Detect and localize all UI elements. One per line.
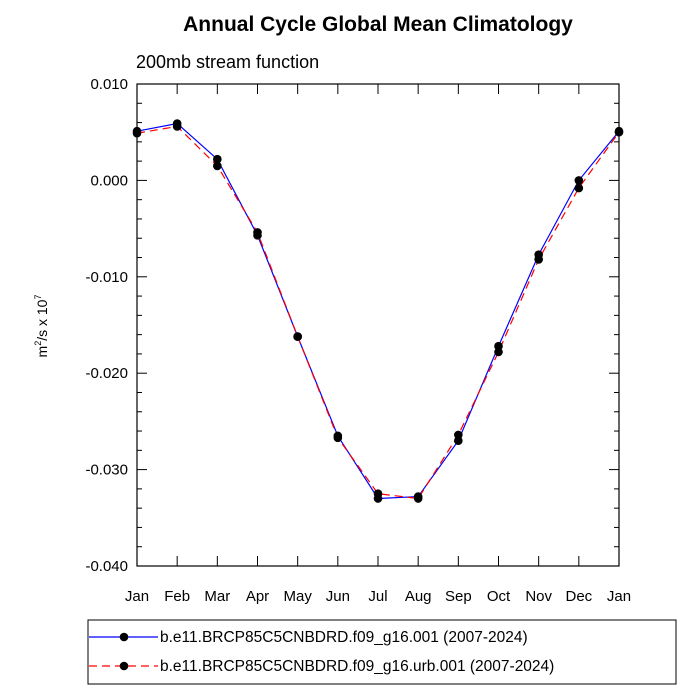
y-axis-label-sup1: 2 (33, 341, 43, 346)
legend-label-2: b.e11.BRCP85C5CNBDRD.f09_g16.urb.001 (20… (160, 658, 554, 675)
legend: b.e11.BRCP85C5CNBDRD.f09_g16.001 (2007-2… (87, 619, 677, 685)
series-2-point (373, 489, 383, 499)
x-tick-label: Dec (565, 588, 592, 605)
y-axis-label-base: m (34, 346, 50, 358)
y-tick-label: 0.010 (90, 76, 128, 93)
x-tick-label: Mar (204, 588, 230, 605)
series-2-point (494, 347, 503, 357)
y-tick-label: 0.000 (90, 172, 128, 189)
series-2-point (333, 433, 343, 443)
x-tick-label: Aug (405, 588, 432, 605)
x-tick-label: May (283, 588, 312, 605)
chart-title: Annual Cycle Global Mean Climatology (183, 13, 573, 36)
y-axis-label-sup2: 7 (33, 295, 43, 300)
x-tick-label: Feb (164, 588, 190, 605)
series-2-point (614, 127, 624, 137)
plot-area: 0.010 0.000 -0.010 -0.020 -0.030 -0.040 Jan Feb… (85, 76, 631, 605)
series-2-point (253, 228, 262, 237)
series-2-point (213, 161, 222, 171)
x-tick-label: Nov (525, 588, 552, 605)
series-2-point (413, 494, 423, 503)
chart-subtitle: 200mb stream function (136, 52, 319, 72)
series-2-point (454, 430, 463, 440)
series-2-point (293, 332, 302, 341)
series-2-point (534, 255, 543, 264)
series-2-point (172, 122, 182, 131)
series-2-point (574, 183, 584, 193)
x-tick-label: Oct (487, 588, 511, 605)
y-axis-label-mid: /s x 10 (34, 299, 50, 340)
series-line-2 (136, 125, 620, 500)
series-1-point (213, 154, 222, 164)
series-2-point (132, 128, 142, 138)
x-tick-label: Jan (607, 588, 631, 605)
legend-marker-2 (119, 661, 129, 671)
x-tick-label: Jul (368, 588, 387, 605)
legend-box (87, 619, 677, 685)
y-axis-label: m2/s x 107 (33, 295, 50, 358)
x-tick-label: Sep (445, 588, 472, 605)
x-tick-label: Jun (326, 588, 350, 605)
series-1-point (574, 176, 584, 185)
x-tick-label: Jan (125, 588, 149, 605)
y-tick-label: -0.030 (85, 462, 128, 479)
legend-marker-1 (119, 632, 129, 642)
x-tick-label: Apr (246, 588, 269, 605)
series-line-1 (136, 122, 620, 500)
legend-label-1: b.e11.BRCP85C5CNBDRD.f09_g16.001 (2007-2… (160, 629, 528, 646)
y-tick-label: -0.010 (85, 269, 128, 286)
y-tick-label: -0.020 (85, 365, 128, 382)
y-tick-label: -0.040 (85, 558, 128, 575)
